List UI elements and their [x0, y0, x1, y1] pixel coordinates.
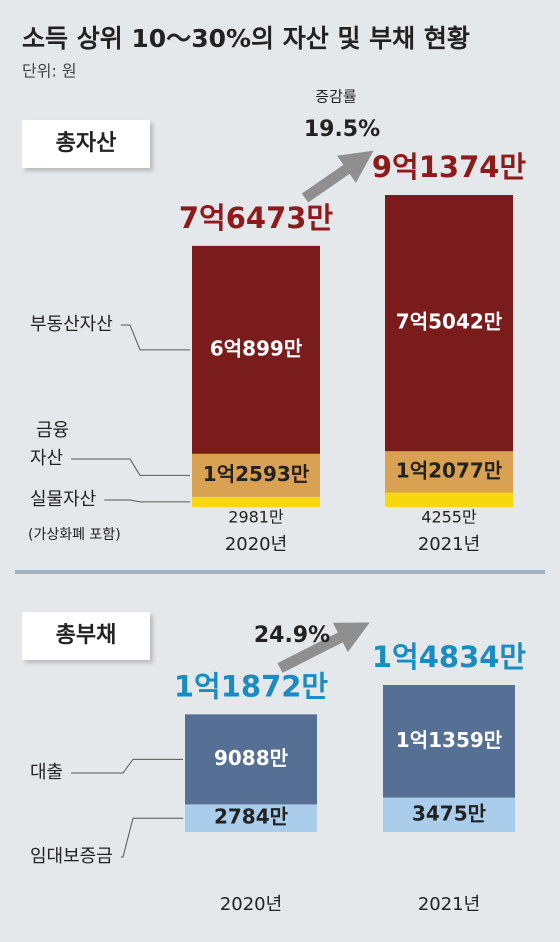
series-label: 대출 — [30, 762, 63, 783]
segment-label: 2784만 — [214, 805, 289, 829]
series-label: 실물자산 — [30, 489, 96, 510]
segment-label: 3475만 — [412, 801, 487, 825]
bar-segment — [383, 685, 515, 798]
segment-label: 4255만 — [421, 508, 477, 527]
unit: 단위: 원 — [22, 62, 77, 81]
leader-line — [104, 499, 190, 503]
leader-line — [120, 324, 190, 351]
section-label: 총부채 — [56, 623, 117, 648]
leader-line — [120, 817, 183, 858]
category-label: 2021년 — [418, 894, 480, 915]
growth-rate: 24.9% — [254, 623, 330, 648]
category-label: 2020년 — [220, 894, 282, 915]
segment-label: 1억2593만 — [203, 462, 310, 486]
leader-line — [71, 458, 190, 476]
total-label: 9억1374만 — [372, 150, 527, 184]
bar-segment — [192, 496, 320, 507]
segment-label: 1억2077만 — [396, 458, 503, 482]
growth-rate: 19.5% — [304, 117, 380, 142]
bar-segment — [185, 804, 317, 832]
series-label: 임대보증금 — [30, 846, 113, 867]
segment-label: 6억899만 — [210, 336, 303, 360]
section-box — [22, 612, 150, 660]
bar-segment — [192, 453, 320, 497]
category-label: 2020년 — [225, 534, 287, 555]
bar-segment — [385, 492, 513, 507]
bar-segment — [385, 195, 513, 452]
growth-arrow — [277, 622, 370, 673]
bar-segment — [185, 714, 317, 805]
growth-title: 증감률 — [315, 88, 357, 106]
leader-line — [71, 758, 183, 774]
segment-label: 1억1359만 — [396, 728, 503, 752]
total-label: 7억6473만 — [179, 201, 334, 235]
total-label: 1억4834만 — [372, 640, 527, 674]
series-label: 금융 자산 — [30, 420, 69, 469]
growth-arrow — [301, 150, 374, 203]
bar-segment — [192, 245, 320, 454]
bar-segment — [383, 797, 515, 832]
series-label: 부동산자산 — [30, 314, 113, 335]
section-box — [22, 120, 150, 168]
category-label: 2021년 — [418, 534, 480, 555]
bar-segment — [385, 451, 513, 493]
total-label: 1억1872만 — [174, 669, 329, 703]
title: 소득 상위 10～30%의 자산 및 부채 현황 — [22, 24, 470, 53]
segment-label: 2981만 — [228, 508, 284, 527]
section-label: 총자산 — [56, 131, 117, 156]
series-note: (가상화폐 포함) — [28, 527, 121, 543]
segment-label: 7억5042만 — [396, 310, 503, 334]
segment-label: 9088만 — [214, 746, 289, 770]
